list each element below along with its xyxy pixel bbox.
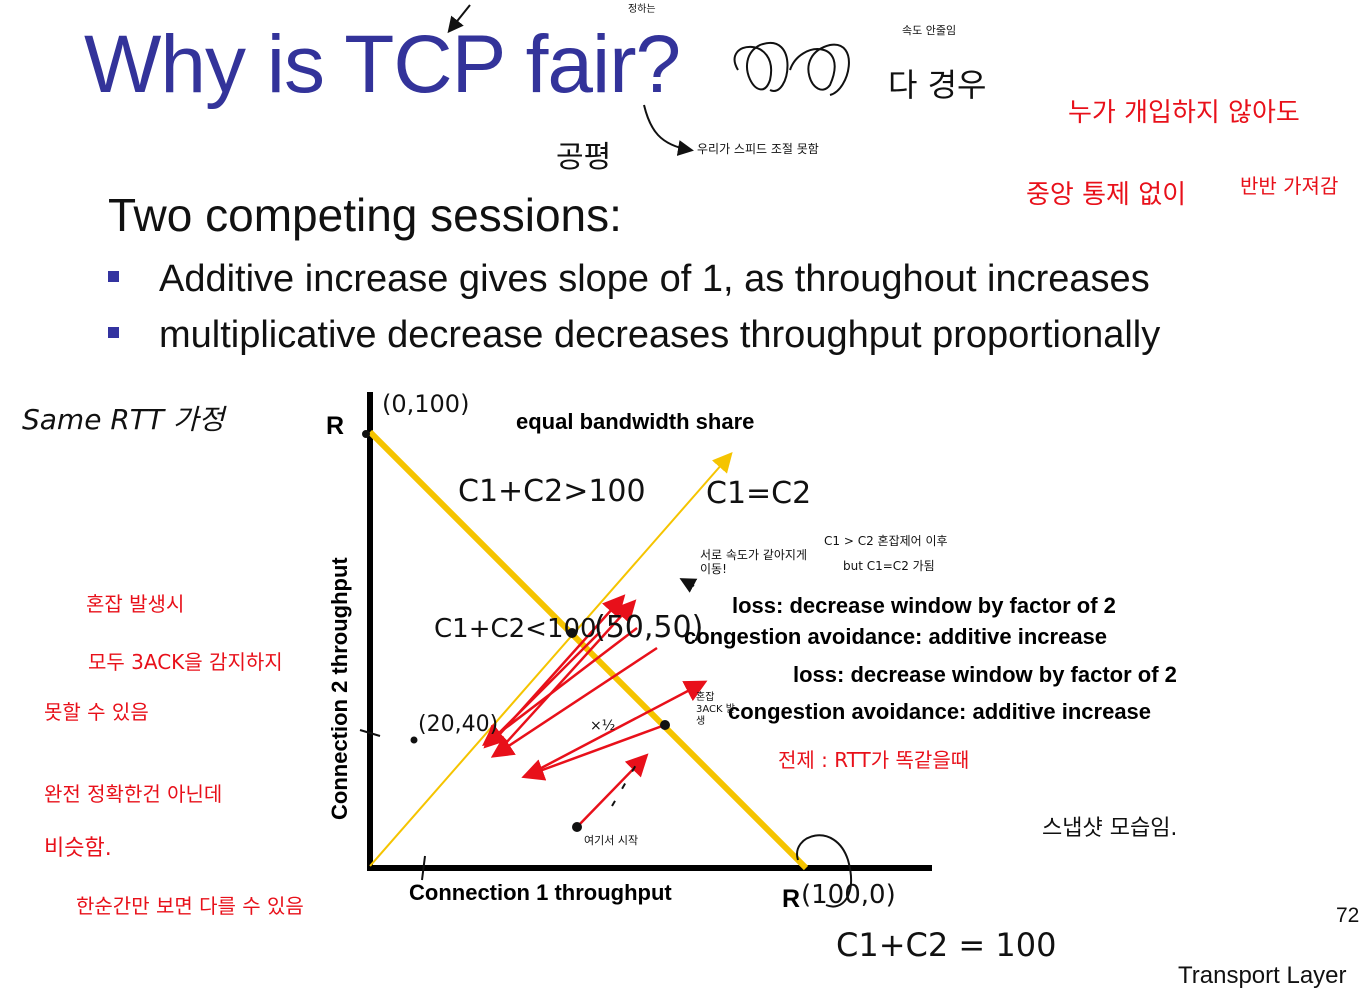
handwritten-note: Same RTT 가정	[22, 403, 225, 436]
bullet-text: Additive increase gives slope of 1, as t…	[159, 258, 1150, 300]
handwritten-note: 공평	[556, 140, 612, 175]
handwritten-note: (20,40)	[418, 712, 499, 737]
r-circle-stroke	[796, 834, 853, 908]
x-axis-r-label: R	[782, 885, 800, 913]
handwritten-note: 스냅샷 모습임.	[1042, 816, 1178, 841]
handwritten-note: 중앙 통제 없이	[1026, 180, 1187, 210]
handwritten-note: C1+C2<100	[434, 614, 597, 644]
y-axis-label: Connection 2 throughput	[327, 557, 352, 820]
handwritten-note: 여기서 시작	[584, 834, 639, 847]
handwritten-note: C1=C2	[706, 476, 812, 511]
start-point-dot	[572, 822, 582, 832]
bullet-item: Additive increase gives slope of 1, as t…	[108, 258, 1150, 301]
x-tick-mark	[421, 855, 426, 881]
equal-share-label: equal bandwidth share	[516, 409, 754, 434]
move-arrow-stroke	[679, 578, 698, 593]
slide-subtitle: Two competing sessions:	[108, 189, 622, 241]
handwritten-note: 완전 정확한건 아닌데	[44, 782, 223, 806]
congestion-avoidance-annotation: congestion avoidance: additive increase	[728, 699, 1151, 724]
footer-label: Transport Layer	[1178, 962, 1347, 989]
bullet-square-icon	[108, 271, 119, 283]
handwritten-note: 비슷함.	[44, 836, 112, 861]
y-axis-r-label: R	[326, 412, 344, 440]
top-arrow-stroke	[447, 4, 471, 34]
handwritten-note: C1 > C2 혼잡제어 이후	[824, 534, 948, 548]
handwritten-note: ×½	[590, 718, 616, 734]
handwritten-note: 누가 개입하지 않아도	[1068, 98, 1300, 128]
handwritten-note: 혼잡 3ACK 발생	[696, 692, 735, 727]
trajectory-arrow	[521, 723, 666, 781]
capacity-line	[367, 429, 809, 871]
trajectory-arrow	[483, 631, 601, 749]
bullet-item: multiplicative decrease decreases throug…	[108, 314, 1160, 357]
handwritten-note: 다 경우	[888, 66, 987, 104]
slide-title: Why is TCP fair?	[84, 19, 681, 110]
handwritten-note: 우리가 스피드 조절 못함	[697, 142, 819, 156]
trajectory-arrow	[525, 680, 708, 778]
bullet-square-icon	[108, 327, 119, 339]
trajectory-arrow	[490, 646, 658, 758]
scribble-mark	[733, 41, 850, 96]
handwritten-note: C1+C2 = 100	[836, 926, 1057, 964]
page-number: 72	[1336, 904, 1360, 927]
trajectory-arrow	[494, 599, 637, 756]
handwritten-note: 반반 가져감	[1240, 174, 1339, 198]
handwritten-note: 정하는	[628, 4, 656, 15]
handwritten-note: (0,100)	[382, 390, 470, 418]
handwritten-strokes	[359, 4, 853, 908]
trajectory-arrow	[482, 627, 638, 747]
throughput-trajectory	[482, 594, 708, 828]
handwritten-note: 속도 안줄임	[902, 24, 957, 37]
title-pointer-stroke	[643, 104, 694, 156]
loss-annotation: loss: decrease window by factor of 2	[793, 662, 1177, 687]
handwritten-note: 한순간만 보면 다를 수 있음	[76, 894, 304, 918]
handwritten-note: 모두 3ACK을 감지하지	[88, 650, 283, 674]
handwritten-note: 못할 수 있음	[44, 700, 149, 724]
point-20-40-dot	[410, 736, 418, 744]
handwritten-note: (100,0)	[801, 880, 896, 910]
congestion-avoidance-annotation: congestion avoidance: additive increase	[684, 624, 1107, 649]
bullet-text: multiplicative decrease decreases throug…	[159, 314, 1161, 356]
point-mid-dot	[660, 720, 670, 730]
handwritten-note: (50,50)	[594, 610, 704, 645]
y-tick-mark	[359, 729, 381, 737]
r-top-dot	[362, 430, 370, 438]
handwritten-note: C1+C2>100	[458, 474, 646, 509]
point-50-50-dot	[567, 628, 577, 638]
handwritten-note: 서로 속도가 같아지게 이동!	[700, 548, 807, 576]
handwritten-note: 전제 : RTT가 똑같을때	[778, 748, 970, 772]
x-axis-label: Connection 1 throughput	[409, 880, 672, 905]
equal-share-line	[369, 451, 733, 867]
handwritten-note: but C1=C2 가됨	[843, 559, 935, 573]
handwritten-note: 혼잡 발생시	[86, 592, 185, 616]
loss-annotation: loss: decrease window by factor of 2	[732, 593, 1116, 618]
